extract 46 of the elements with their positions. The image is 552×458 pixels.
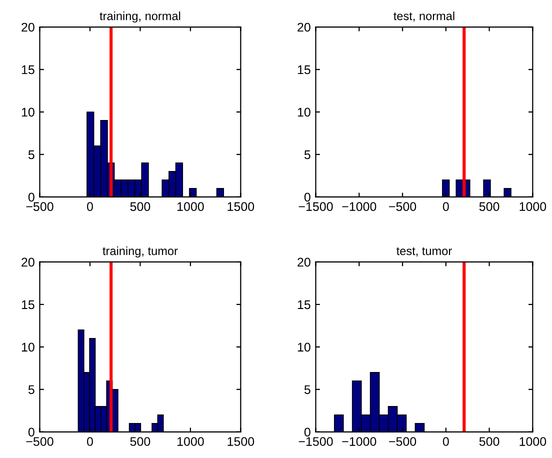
x-tick-label: −500 xyxy=(389,202,416,211)
x-tick-label: 1000 xyxy=(177,437,204,446)
x-tick-label: 1500 xyxy=(228,437,254,446)
y-tick-label: 15 xyxy=(22,65,34,74)
x-tick-label: −1500 xyxy=(298,437,333,446)
x-tick-label: 500 xyxy=(479,202,500,211)
x-tick-label: −1000 xyxy=(342,202,376,211)
x-tick-label: −500 xyxy=(26,202,54,211)
y-tick-label: 0 xyxy=(28,192,34,202)
y-tick-label: 0 xyxy=(304,428,310,437)
y-tick-label: 20 xyxy=(22,22,34,32)
y-tick-label: 20 xyxy=(22,258,34,267)
y-tick-label: 0 xyxy=(304,192,310,202)
x-tick-label: 1500 xyxy=(228,202,254,211)
chart-title: training, normal xyxy=(100,12,180,23)
x-tick-label: −1500 xyxy=(298,202,333,211)
y-tick-label: 5 xyxy=(28,385,34,394)
x-tick-label: −1000 xyxy=(342,437,376,446)
y-tick-label: 5 xyxy=(28,150,34,160)
chart-title: test, normal xyxy=(394,12,454,22)
y-tick-label: 5 xyxy=(304,150,310,160)
y-tick-label: 15 xyxy=(298,65,310,74)
y-tick-label: 20 xyxy=(298,258,310,267)
chart-title: training, tumor xyxy=(102,246,178,258)
x-tick-label: −500 xyxy=(26,437,54,446)
y-tick-label: 10 xyxy=(298,342,310,352)
x-tick-label: 0 xyxy=(442,437,449,446)
y-tick-label: 0 xyxy=(28,428,34,437)
x-tick-label: −500 xyxy=(389,437,416,446)
x-tick-label: 500 xyxy=(479,437,500,446)
chart-title: test, tumor xyxy=(396,247,452,257)
y-tick-label: 10 xyxy=(298,108,310,117)
x-tick-label: 0 xyxy=(86,437,93,446)
x-tick-label: 1000 xyxy=(520,437,546,446)
y-tick-label: 10 xyxy=(22,342,34,352)
x-tick-label: 0 xyxy=(86,202,93,211)
y-tick-label: 5 xyxy=(304,385,310,394)
y-tick-label: 20 xyxy=(298,22,310,32)
x-tick-label: 500 xyxy=(130,437,150,446)
x-tick-label: 1000 xyxy=(177,202,204,211)
y-tick-label: 15 xyxy=(298,300,310,310)
x-tick-label: 500 xyxy=(130,202,150,211)
x-tick-label: 0 xyxy=(442,202,449,211)
y-tick-label: 15 xyxy=(22,300,34,310)
y-tick-label: 10 xyxy=(22,108,34,117)
x-tick-label: 1000 xyxy=(520,202,546,211)
